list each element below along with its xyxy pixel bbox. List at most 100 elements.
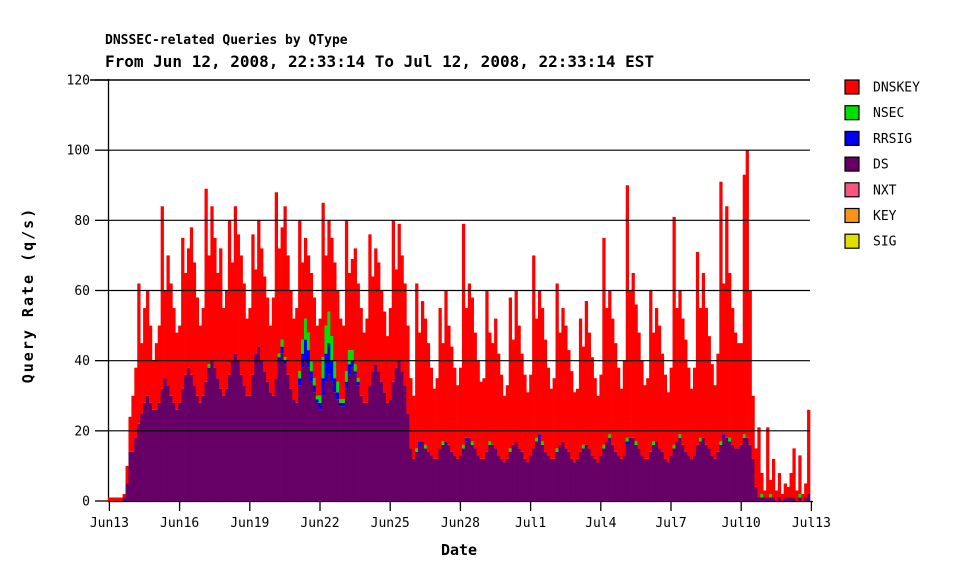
bar-segment-ds [128, 451, 132, 501]
bar-segment-ds [725, 437, 729, 501]
bar-segment-dnskey [146, 290, 150, 396]
bar-segment-dnskey [716, 353, 720, 452]
bar-segment-ds [242, 385, 246, 502]
legend-swatch-key [844, 207, 860, 224]
bar-segment-ds [257, 346, 261, 501]
bar-segment-dnskey [184, 272, 188, 375]
bar-segment-nsec [356, 378, 360, 382]
bar-segment-dnskey [690, 388, 694, 459]
bar-segment-rrsig [336, 392, 340, 400]
bar-segment-rrsig [722, 434, 726, 438]
bar-segment-dnskey [479, 381, 483, 459]
axis-ticks: 0 20 40 60 80 100 120 Jun13 Jun16 Jun19 Jun22 Jun25… [67, 74, 831, 532]
bar-segment-ds [622, 455, 627, 501]
bar-segment-dnskey [555, 283, 559, 449]
bar-segment-ds [356, 385, 360, 502]
bar-segment-dnskey [271, 297, 276, 396]
bar-segment-rrsig [625, 441, 629, 445]
bar-segment-ds [412, 458, 416, 501]
bar-segment-rrsig [333, 378, 337, 393]
bar-segment-ds [172, 402, 176, 501]
bar-segment-nsec [719, 441, 723, 445]
legend-label-nsec: NSEC [873, 106, 904, 121]
bar-segment-ds [368, 385, 372, 502]
bar-segment-dnskey [611, 318, 615, 445]
bar-segment-ds [461, 448, 466, 502]
bar-segment-nsec [336, 381, 340, 393]
bar-segment-dnskey [728, 272, 732, 438]
bar-segment-dnskey [344, 220, 349, 372]
bar-segment-ds [596, 462, 600, 501]
bar-segment-nsec [672, 444, 676, 449]
bar-segment-nsec [301, 339, 305, 354]
bar-segment-dnskey [511, 339, 515, 445]
bar-segment-dnskey [374, 248, 378, 365]
bar-segment-dnskey [216, 272, 220, 379]
bar-segment-nsec [339, 399, 343, 403]
legend-swatch-nxt [844, 182, 860, 198]
bar-segment-dnskey [289, 290, 293, 389]
bar-segment-ds [251, 374, 255, 501]
bar-segment-dnskey [731, 308, 735, 445]
bar-segment-dnskey [660, 353, 665, 452]
bar-segment-dnskey [388, 308, 393, 400]
bar-segment-dnskey [418, 332, 422, 442]
legend-swatch-nsec [844, 105, 860, 121]
bar-segment-dnskey [599, 374, 603, 456]
bar-segment-ds [684, 451, 688, 501]
bar-segment-nsec [508, 448, 512, 452]
bar-segment-ds [344, 388, 349, 501]
bar-segment-dnskey [760, 472, 764, 494]
bar-segment-dnskey [535, 318, 539, 438]
bar-segment-ds [681, 444, 685, 501]
bar-segment-dnskey [567, 350, 571, 452]
bar-segment-ds [599, 455, 603, 501]
bar-segment-ds [649, 451, 653, 501]
bar-segment-ds [540, 444, 545, 501]
bar-segment-dnskey [625, 185, 629, 438]
bar-segment-dnskey [502, 395, 507, 463]
bar-segment-ds [122, 497, 126, 501]
bar-segment-dnskey [789, 472, 793, 498]
bar-segment-rrsig [347, 364, 352, 375]
bar-segment-dnskey [605, 308, 609, 442]
bar-segment-ds [789, 497, 793, 501]
bar-segment-nsec [207, 364, 211, 368]
bar-segment-nsec [350, 350, 355, 361]
bar-segment-dnskey [438, 308, 442, 449]
bar-segment-rrsig [315, 399, 319, 403]
bar-segment-ds [453, 455, 457, 501]
bar-segment-dnskey [330, 237, 334, 337]
y-tick-label: 0 [82, 495, 90, 510]
bar-segment-dnskey [672, 216, 676, 445]
bar-segment-dnskey [675, 308, 679, 442]
bar-segment-ds [406, 413, 410, 501]
bar-segment-rrsig [353, 371, 357, 375]
bar-segment-ds [435, 458, 439, 501]
bar-segment-dnskey [110, 497, 115, 501]
bar-segment-ds [701, 437, 706, 501]
bar-segment-dnskey [584, 301, 589, 445]
bar-segment-ds [459, 455, 463, 501]
x-tick-label: Jul7 [655, 516, 686, 531]
bar-segment-ds [760, 497, 764, 501]
bar-segment-dnskey [766, 427, 770, 498]
bar-segment-nsec [324, 325, 328, 354]
x-tick-label: Jul13 [792, 516, 831, 531]
bar-segment-ds [160, 388, 164, 501]
bar-segment-ds [327, 374, 331, 501]
bar-segment-dnskey [426, 343, 431, 452]
bar-segment-nsec [342, 399, 346, 403]
bar-segment-ds [687, 455, 691, 501]
chart-subtitle: From Jun 12, 2008, 22:33:14 To Jul 12, 2… [105, 52, 654, 71]
bar-segment-ds [429, 455, 434, 501]
bar-segment-ds [751, 458, 755, 501]
bar-segment-dnskey [807, 409, 811, 494]
bar-segment-dnskey [186, 248, 191, 368]
bar-segment-ds [125, 483, 129, 501]
bar-segment-dnskey [499, 374, 504, 459]
bar-segment-dnskey [251, 234, 255, 375]
bar-segment-ds [248, 395, 252, 501]
bar-segment-ds [742, 437, 746, 501]
bar-segment-ds [733, 448, 738, 502]
